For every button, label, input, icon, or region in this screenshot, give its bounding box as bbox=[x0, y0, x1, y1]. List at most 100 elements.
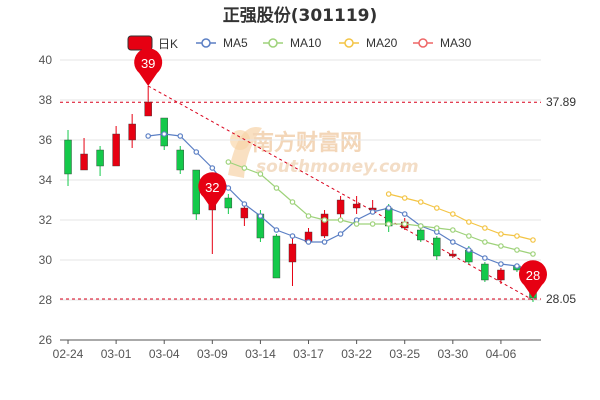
price-marker: 39 bbox=[134, 48, 163, 86]
series-point bbox=[514, 233, 520, 239]
candle bbox=[64, 130, 72, 186]
x-tick-label: 03-17 bbox=[293, 347, 324, 361]
y-tick-label: 32 bbox=[39, 213, 53, 227]
price-markers: 39 32 28 bbox=[134, 48, 547, 298]
series-point bbox=[466, 219, 472, 225]
series-point bbox=[209, 165, 216, 171]
series-point bbox=[385, 221, 392, 227]
y-tick-label: 30 bbox=[39, 253, 53, 267]
series-point bbox=[369, 209, 376, 215]
x-tick-label: 03-04 bbox=[149, 347, 180, 361]
candle-body bbox=[112, 133, 120, 167]
series-point bbox=[257, 213, 264, 219]
moving-average-lines bbox=[145, 131, 536, 275]
series-point bbox=[530, 237, 536, 243]
marker-pin bbox=[198, 172, 227, 210]
series-point bbox=[321, 217, 328, 223]
series-point bbox=[161, 131, 168, 137]
candle bbox=[288, 238, 297, 286]
candle-body bbox=[224, 197, 233, 209]
legend-item-ma5[interactable]: MA5 bbox=[196, 36, 248, 50]
series-point bbox=[450, 211, 456, 217]
series-point bbox=[417, 223, 424, 229]
y-tick-label: 38 bbox=[39, 93, 53, 107]
series-point bbox=[353, 221, 360, 227]
trend-line bbox=[147, 85, 534, 301]
series-point bbox=[177, 133, 184, 139]
candle-body bbox=[240, 207, 249, 219]
marker-pin bbox=[134, 48, 163, 86]
price-marker: 28 bbox=[518, 260, 547, 298]
candle bbox=[272, 234, 281, 279]
series-point bbox=[433, 205, 440, 211]
series-point bbox=[305, 213, 312, 219]
series-point bbox=[289, 233, 296, 239]
candle bbox=[176, 146, 184, 174]
candle-body bbox=[320, 213, 329, 237]
series-point bbox=[466, 233, 472, 239]
marker-pin bbox=[518, 260, 547, 298]
series-point bbox=[401, 195, 408, 201]
series-point bbox=[466, 247, 472, 253]
trend-line-dashed bbox=[147, 85, 534, 301]
series-point bbox=[385, 205, 392, 211]
candle-body bbox=[272, 235, 281, 279]
y-tick-label: 36 bbox=[39, 133, 53, 147]
candle bbox=[352, 196, 361, 214]
x-tick-label: 03-09 bbox=[197, 347, 228, 361]
x-tick-label: 03-14 bbox=[245, 347, 276, 361]
candle-body bbox=[417, 229, 425, 241]
chart-title: 正强股份(301119) bbox=[223, 5, 378, 26]
candle bbox=[144, 86, 152, 117]
series-point bbox=[498, 243, 504, 249]
candle-body bbox=[176, 149, 184, 171]
candle bbox=[336, 196, 345, 218]
x-tick-label: 03-30 bbox=[437, 347, 468, 361]
reference-line-label: 37.89 bbox=[546, 95, 576, 109]
candle bbox=[320, 210, 329, 238]
legend-circle-icon bbox=[268, 38, 278, 48]
candle bbox=[80, 138, 88, 171]
series-ma10 bbox=[225, 159, 536, 257]
series-point bbox=[482, 239, 488, 245]
legend-item-ma30[interactable]: MA30 bbox=[413, 36, 472, 50]
legend-label: MA20 bbox=[366, 36, 398, 50]
legend-circle-icon bbox=[344, 38, 354, 48]
series-point bbox=[225, 159, 232, 165]
series-point bbox=[530, 251, 536, 257]
series-point bbox=[433, 225, 440, 231]
legend[interactable]: 日K MA5 MA10 MA20 MA30 bbox=[127, 35, 472, 51]
legend-label: MA30 bbox=[440, 36, 472, 50]
series-point bbox=[401, 221, 408, 227]
candle-body bbox=[433, 237, 441, 257]
series-point bbox=[257, 171, 264, 177]
legend-item-日k[interactable]: 日K bbox=[127, 35, 178, 51]
price-marker: 32 bbox=[198, 172, 227, 210]
y-tick-label: 26 bbox=[39, 333, 53, 347]
series-point bbox=[321, 239, 328, 245]
y-axis-ticks: 26 28 30 32 34 36 38 40 bbox=[39, 53, 53, 347]
x-tick-label: 03-25 bbox=[389, 347, 420, 361]
legend-item-ma20[interactable]: MA20 bbox=[339, 36, 398, 50]
legend-circle-icon bbox=[418, 38, 428, 48]
series-point bbox=[241, 165, 248, 171]
series-line bbox=[228, 161, 534, 255]
legend-label: MA10 bbox=[290, 36, 322, 50]
candle bbox=[481, 262, 489, 282]
candle-body bbox=[449, 253, 457, 257]
series-ma20 bbox=[385, 191, 536, 243]
legend-item-ma10[interactable]: MA10 bbox=[263, 36, 322, 50]
x-tick-label: 02-24 bbox=[53, 347, 84, 361]
series-point bbox=[337, 231, 344, 237]
series-point bbox=[305, 239, 312, 245]
series-point bbox=[225, 185, 232, 191]
candle bbox=[128, 114, 136, 148]
legend-circle-icon bbox=[201, 38, 211, 48]
series-point bbox=[450, 239, 456, 245]
series-point bbox=[241, 201, 248, 207]
series-point bbox=[498, 231, 504, 237]
candle bbox=[497, 268, 505, 284]
candle-body bbox=[64, 139, 72, 175]
candle-body bbox=[497, 269, 505, 281]
